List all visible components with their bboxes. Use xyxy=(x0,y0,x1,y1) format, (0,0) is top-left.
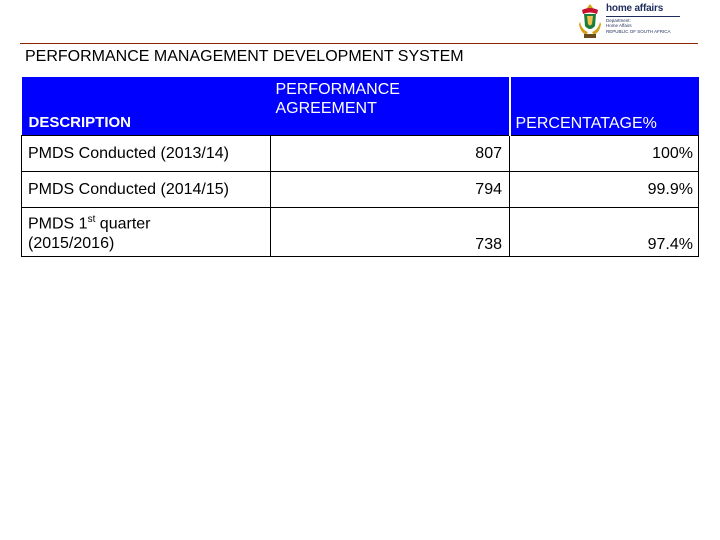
row-percentage: 100% xyxy=(509,135,699,172)
row-description: PMDS 1st quarter (2015/2016) xyxy=(21,207,271,257)
row-percentage: 97.4% xyxy=(509,207,699,257)
logo-divider xyxy=(606,16,680,17)
logo-country-name: REPUBLIC OF SOUTH AFRICA xyxy=(606,29,671,34)
header-percentage: PERCENTATAGE% xyxy=(508,77,699,136)
table-header-row: DESCRIPTION PERFORMANCE AGREEMENT PERCEN… xyxy=(21,77,699,136)
header-agreement-line2: AGREEMENT xyxy=(275,100,377,117)
logo-department-label: Department: xyxy=(606,18,631,23)
table-row: PMDS 1st quarter (2015/2016) 738 97.4% xyxy=(21,207,699,257)
row-description: PMDS Conducted (2014/15) xyxy=(21,171,271,208)
header-agreement: PERFORMANCE AGREEMENT xyxy=(270,77,510,136)
row-description-sup: st xyxy=(87,214,96,225)
row-agreement: 794 xyxy=(270,171,510,208)
logo-brand-text: home affairs xyxy=(606,3,664,14)
header-agreement-line1: PERFORMANCE xyxy=(275,81,400,98)
header-rule xyxy=(20,43,698,44)
row-agreement: 738 xyxy=(270,207,510,257)
pmds-table: DESCRIPTION PERFORMANCE AGREEMENT PERCEN… xyxy=(21,77,699,257)
row-description-line2: (2015/2016) xyxy=(28,235,115,253)
row-agreement: 807 xyxy=(270,135,510,172)
header-description: DESCRIPTION xyxy=(21,77,271,136)
home-affairs-logo: home affairs Department: Home Affairs RE… xyxy=(578,2,680,42)
logo-department-name: Home Affairs xyxy=(606,23,632,28)
row-percentage: 99.9% xyxy=(509,171,699,208)
page-title: PERFORMANCE MANAGEMENT DEVELOPMENT SYSTE… xyxy=(25,48,464,65)
table-row: PMDS Conducted (2014/15) 794 99.9% xyxy=(21,171,699,208)
row-description: PMDS Conducted (2013/14) xyxy=(21,135,271,172)
row-description-post: quarter xyxy=(95,215,151,233)
row-description-pre: PMDS 1 xyxy=(28,215,88,233)
table-row: PMDS Conducted (2013/14) 807 100% xyxy=(21,135,699,172)
coat-of-arms-icon xyxy=(579,4,601,38)
